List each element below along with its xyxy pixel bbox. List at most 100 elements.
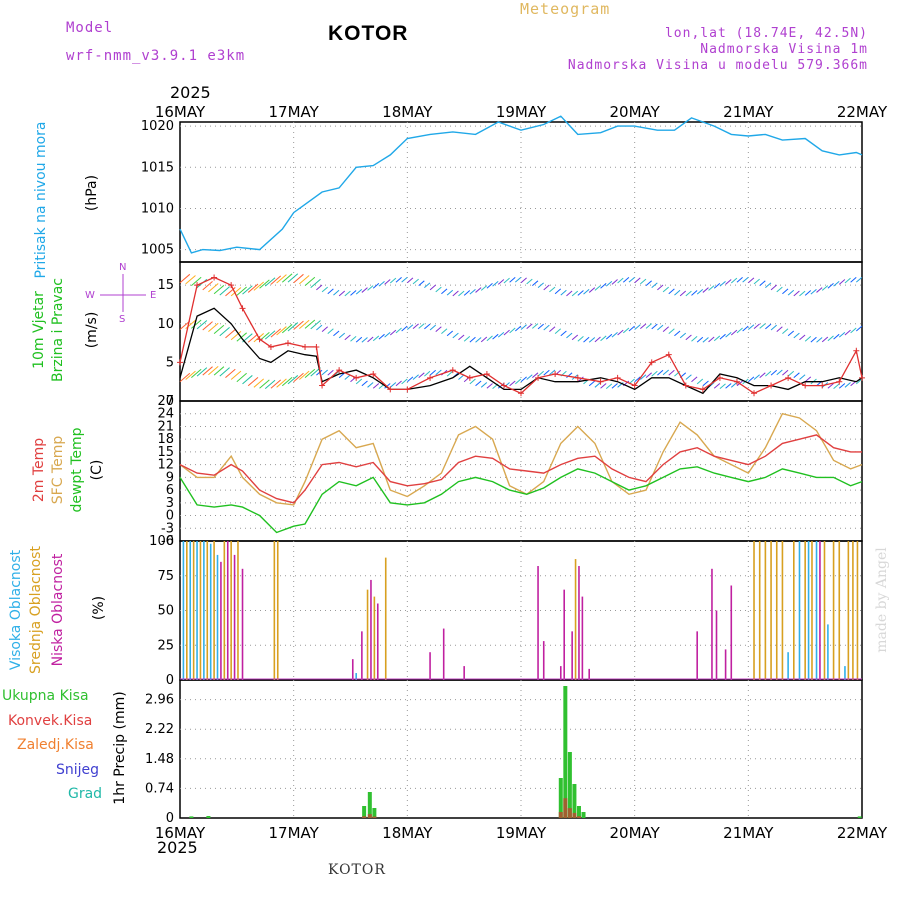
wind-arrow [321,326,329,332]
wind-arrow [259,279,270,289]
wind-arrow [736,327,743,334]
wind-arrow [287,322,299,332]
wind-arrow [247,283,259,293]
ytick-label: 1015 [141,160,174,175]
wind-arrow [475,380,482,387]
wind-arrow [338,290,346,297]
wind-gust-marker [177,359,183,366]
wind-arrow [179,320,191,330]
wind-arrow [520,277,527,284]
wind-arrow [304,276,316,286]
precip-conv-bar [572,812,577,818]
wind-arrow [742,325,749,332]
wind-arrow [424,282,431,289]
wind-arrow [355,336,363,343]
wind-arrow [827,283,834,289]
wind-arrow [253,378,265,388]
wind-gust-marker [648,359,655,366]
wind-gust-marker [853,347,860,354]
wind-arrow [310,278,321,289]
wind-arrow [185,370,196,380]
wind-arrow [242,285,253,295]
wind-arrow [276,326,287,336]
wind-arrow [651,370,658,377]
altitude-label: Nadmorska Visina 1m [700,42,868,57]
wind-arrow [799,374,806,380]
wind-arrow [441,328,448,334]
ytick-label: 5 [166,355,174,370]
wind-arrow [236,332,247,342]
wind-gust-marker [836,378,843,385]
wind-arrow [560,289,567,296]
wind-arrow [833,280,840,287]
wind-arrow [838,383,846,389]
wind-arrow [372,283,380,289]
wind-gust-marker [239,305,246,312]
wind-arrow [605,383,613,390]
wind-arrow [844,329,851,336]
wind-speed-line [179,307,863,395]
wind-arrow [316,324,323,331]
wind-arrow [770,324,777,331]
wind-arrow [236,372,247,383]
precip-bar [567,752,572,818]
wind-arrow [299,319,310,330]
meteogram-label: Meteogram [520,0,611,18]
date-label-bottom: 18MAY [382,824,433,842]
wind-arrow [634,324,641,330]
date-label-top: 21MAY [723,103,774,121]
wind-arrow [407,277,414,284]
wind-arrow [685,374,692,380]
wind-arrow [219,367,230,377]
ytick-label: 100 [149,534,174,549]
wind-arrow [657,284,664,291]
wind-arrow [855,378,863,385]
precip-bar [206,816,211,818]
wind-arrow [361,380,368,387]
wind-arrow [463,336,471,342]
wind-arrow [600,283,607,289]
wind-arrow [310,320,321,330]
year-top: 2025 [170,83,211,102]
wind-arrow [196,367,208,377]
wind-arrow [804,376,812,383]
wind-arrow [674,289,681,296]
wind-arrow [344,334,351,341]
wind-arrow [634,376,641,383]
wind-arrow [765,370,772,377]
wind-arrow [446,289,454,296]
wind-arrow [384,331,391,338]
precip-bar [372,808,377,818]
date-label-top: 20MAY [610,103,661,121]
wind-arrow [378,333,385,340]
wind-gust-marker [336,367,343,374]
wind-arrow [270,379,282,389]
wind-arrow [588,380,596,387]
wind-arrow [469,378,476,385]
wind-arrow [509,380,516,387]
wind-arrow [668,369,675,376]
wind-arrow [372,383,380,389]
wind-arrow [395,380,402,387]
wind-arrow [753,278,760,285]
footer-station-label: KOTOR [328,862,386,878]
ytick-label: 12 [157,458,174,473]
wind-arrow [566,372,573,378]
wind-arrow [753,374,760,380]
wind-arrow [299,370,310,380]
wind-arrow [270,275,282,285]
ytick-label: -3 [161,521,174,536]
wind-arrow [628,276,635,283]
wind-arrow [810,288,817,295]
wind-arrow [799,290,806,297]
date-label-bottom: 17MAY [269,824,320,842]
precip-conv-bar [558,812,563,818]
compass-e: E [150,290,156,301]
wind-arrow [600,335,607,342]
coords-label: lon,lat (18.74E, 42.5N) [664,26,868,41]
watermark: made by Angel [874,547,890,653]
wind-arrow [793,290,800,297]
wind-arrow [321,286,329,293]
wind-arrow [782,288,789,295]
wind-ylabel2: Brzina i Pravac [50,278,66,382]
